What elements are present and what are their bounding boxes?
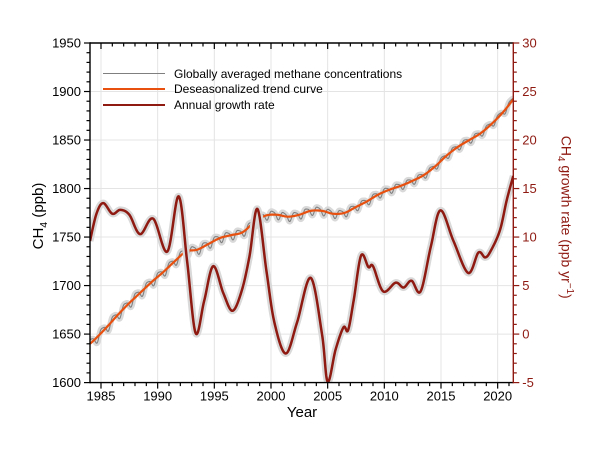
svg-text:30: 30 <box>522 36 536 51</box>
legend-item-concentrations: Globally averaged methane concentrations <box>103 66 402 82</box>
svg-text:1985: 1985 <box>87 389 116 404</box>
svg-text:1995: 1995 <box>200 389 229 404</box>
svg-text:20: 20 <box>522 133 536 148</box>
svg-text:1650: 1650 <box>52 327 81 342</box>
trend-line <box>90 98 514 345</box>
svg-text:0: 0 <box>522 327 529 342</box>
y-right-tick-labels: -5 0 5 10 15 20 25 30 <box>522 36 536 391</box>
legend-label: Annual growth rate <box>174 97 275 112</box>
x-axis-tick-labels: 1985 1990 1995 2000 2005 2010 2015 2020 <box>87 389 513 404</box>
svg-text:2000: 2000 <box>257 389 286 404</box>
svg-text:2015: 2015 <box>427 389 456 404</box>
svg-text:15: 15 <box>522 181 536 196</box>
svg-text:1800: 1800 <box>52 181 81 196</box>
legend-label: Globally averaged methane concentrations <box>174 66 403 81</box>
concentration-line-swatch <box>103 73 165 75</box>
plot-area <box>90 95 514 383</box>
svg-text:1700: 1700 <box>52 278 81 293</box>
svg-text:2020: 2020 <box>483 389 512 404</box>
legend-label: Deseasonalized trend curve <box>174 82 323 97</box>
growth-rate-line <box>90 175 514 383</box>
svg-text:25: 25 <box>522 84 536 99</box>
growth-rate-line-swatch <box>103 103 165 106</box>
x-axis-title: Year <box>286 404 318 421</box>
legend-item-growth-rate: Annual growth rate <box>103 97 402 113</box>
y-left-tick-labels: 1600 1650 1700 1750 1800 1850 1900 1950 <box>52 36 81 391</box>
trend-line-swatch <box>103 88 165 91</box>
svg-text:1750: 1750 <box>52 230 81 245</box>
plot-border <box>89 42 514 384</box>
svg-text:5: 5 <box>522 278 529 293</box>
legend-item-trend: Deseasonalized trend curve <box>103 82 402 98</box>
svg-text:1990: 1990 <box>143 389 172 404</box>
y-axis-right-title: CH4 growth rate (ppb yr−1) <box>554 135 576 299</box>
y-axis-left-title: CH4 (ppb) <box>30 182 50 250</box>
svg-text:2005: 2005 <box>313 389 342 404</box>
concentration-line <box>90 98 514 344</box>
right-axis-ticks <box>513 42 520 384</box>
svg-text:1950: 1950 <box>52 36 81 51</box>
svg-text:-5: -5 <box>522 375 534 390</box>
legend: Globally averaged methane concentrations… <box>103 66 402 113</box>
svg-text:1900: 1900 <box>52 84 81 99</box>
svg-text:10: 10 <box>522 230 536 245</box>
svg-text:1600: 1600 <box>52 375 81 390</box>
axis-ticks <box>84 42 510 389</box>
svg-text:2010: 2010 <box>370 389 399 404</box>
svg-text:1850: 1850 <box>52 133 81 148</box>
